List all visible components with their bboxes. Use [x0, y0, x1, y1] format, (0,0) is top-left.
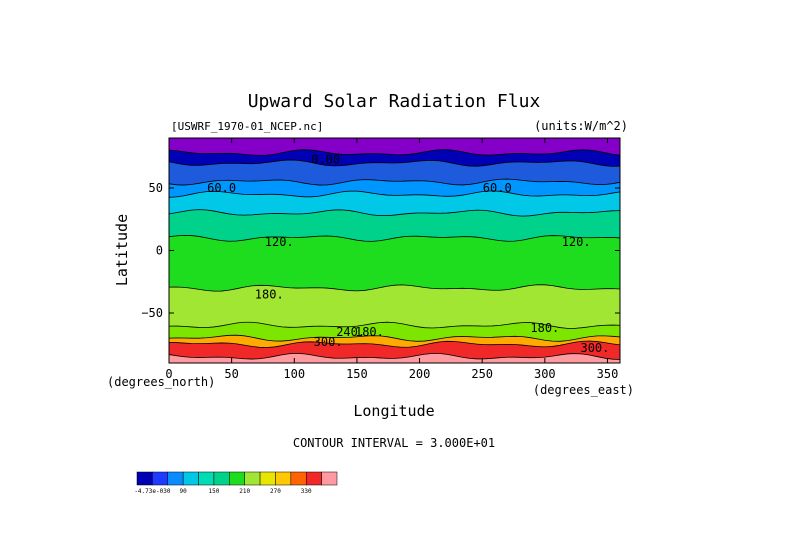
y-tick-label: 0 [156, 244, 163, 258]
colorbar-tick-label: 270 [270, 488, 281, 495]
x-unit-label: (degrees_east) [533, 383, 634, 397]
x-tick-label: 250 [471, 367, 493, 381]
colorbar-tick-label: 330 [301, 488, 312, 495]
chart-title: Upward Solar Radiation Flux [248, 91, 541, 112]
x-tick-label: 350 [597, 367, 619, 381]
contour-label: 180. [355, 325, 384, 339]
colorbar-swatch [275, 471, 292, 486]
colorbar-swatch [213, 471, 230, 486]
x-tick-label: 200 [409, 367, 431, 381]
contour-line [169, 321, 620, 329]
contour-line [169, 340, 620, 348]
contour-label: 180. [530, 321, 559, 335]
y-unit-label: (degrees_north) [107, 375, 215, 389]
contour-line [169, 209, 620, 217]
colorbar-swatch [290, 471, 307, 486]
contour-line [169, 190, 620, 198]
colorbar [136, 471, 338, 486]
colorbar-swatch [259, 471, 276, 486]
contour-label: 300. [314, 335, 343, 349]
colorbar-swatch [229, 471, 245, 486]
y-axis-label: Latitude [113, 214, 131, 286]
colorbar-swatch [244, 471, 261, 486]
colorbar-swatch [198, 471, 215, 486]
contour-label: 120. [562, 235, 591, 249]
contour-line [169, 353, 620, 360]
colorbar-swatch [167, 471, 184, 486]
x-tick-label: 150 [346, 367, 368, 381]
band-180-210 [169, 284, 620, 329]
x-tick-label: 300 [534, 367, 556, 381]
y-tick-label: −50 [141, 306, 163, 320]
colorbar-swatch [305, 471, 322, 486]
contour-label: 60.0 [483, 181, 512, 195]
contour-line [169, 334, 620, 342]
dataset-label: [USWRF_1970-01_NCEP.nc] [171, 120, 323, 133]
x-tick-label: 100 [283, 367, 305, 381]
band-300-330 [169, 341, 620, 360]
contour-lines [169, 149, 620, 360]
band-120-150 [169, 209, 620, 242]
contour-label: 0.00 [311, 152, 340, 166]
contour-line [169, 178, 620, 186]
units-label: (units:W/m^2) [534, 119, 628, 133]
y-tick-label: 50 [149, 181, 163, 195]
y-axis-ticks: 50 0 −50 [141, 181, 620, 320]
band-60-90 [169, 179, 620, 198]
colorbar-swatch [152, 471, 169, 486]
x-tick-label: 0 [165, 367, 172, 381]
band->330 [169, 353, 620, 363]
colorbar-tick-label: -4.73e-030 [134, 488, 171, 495]
x-axis-label: Longitude [353, 402, 434, 420]
contour-interval-text: CONTOUR INTERVAL = 3.000E+01 [293, 436, 495, 450]
contour-label: 240. [336, 325, 365, 339]
contour-line [169, 284, 620, 292]
colorbar-tick-label: 150 [209, 488, 220, 495]
x-tick-label: 50 [224, 367, 238, 381]
colorbar-tick-label: 210 [239, 488, 250, 495]
contour-label: 180. [255, 287, 284, 301]
colorbar-tick-label: 90 [180, 488, 188, 495]
contour-line [169, 149, 620, 156]
band-90-120 [169, 190, 620, 217]
band-270-300 [169, 335, 620, 348]
colorbar-swatch [136, 471, 153, 486]
contour-label: 120. [265, 235, 294, 249]
band-150-180 [169, 235, 620, 292]
contour-label: 300. [580, 341, 609, 355]
contour-label: 60.0 [207, 181, 236, 195]
contour-line [169, 159, 620, 167]
colorbar-swatch [182, 471, 199, 486]
colorbar-swatch [321, 471, 338, 486]
colorbar-labels: -4.73e-030 90 150 210 270 330 [134, 488, 312, 495]
contour-line [169, 235, 620, 242]
band-0 [169, 138, 620, 156]
x-axis-ticks: 0 50 100 150 200 250 300 350 [165, 138, 618, 381]
